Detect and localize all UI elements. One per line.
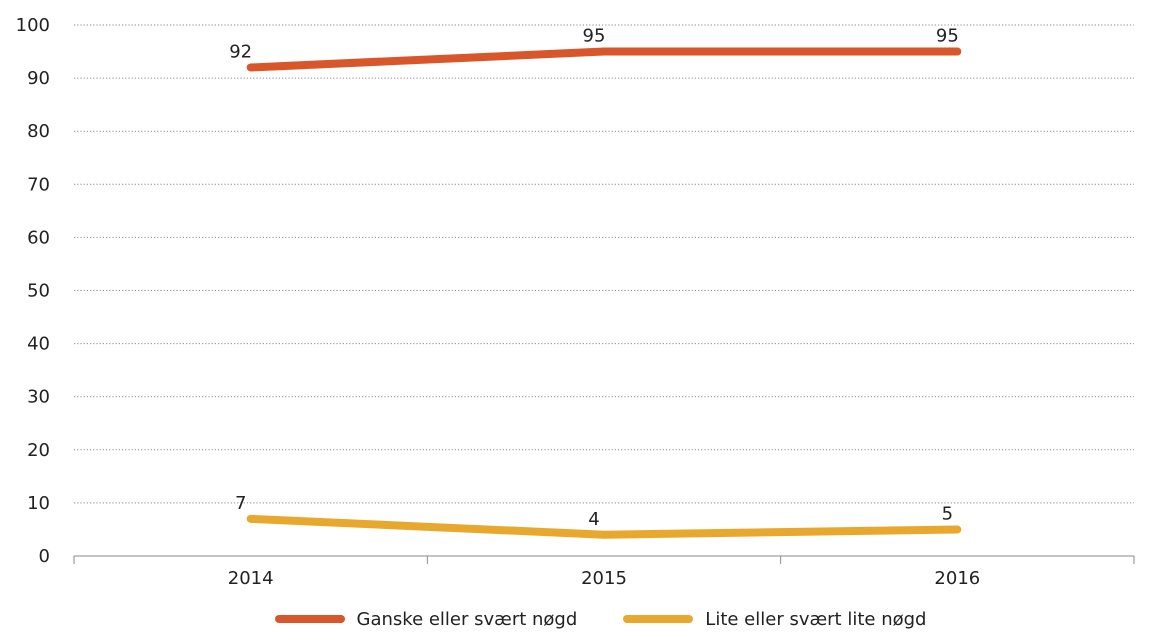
data-point-1-1: [603, 534, 605, 536]
data-point-0-2: [956, 51, 958, 53]
data-label-1-1: 4: [588, 509, 599, 530]
data-point-0-1: [603, 51, 605, 53]
y-tick-label-10: 100: [16, 15, 50, 36]
y-tick-label-0: 0: [39, 546, 50, 567]
legend-item-series-1: Lite eller svært lite nøgd: [623, 609, 926, 630]
y-tick-label-9: 90: [27, 68, 50, 89]
data-point-1-0: [250, 518, 252, 520]
x-tick-label-2: 2016: [934, 568, 980, 589]
legend-item-series-0: Ganske eller svært nøgd: [274, 608, 578, 630]
legend-swatch-series-0: [274, 615, 345, 623]
data-point-0-0: [250, 66, 252, 68]
legend-swatch-series-1: [623, 615, 694, 623]
y-tick-label-2: 20: [27, 440, 50, 461]
data-label-1-0: 7: [235, 493, 246, 514]
y-tick-label-7: 70: [27, 174, 50, 195]
data-label-0-1: 95: [583, 26, 606, 47]
y-tick-label-6: 60: [27, 227, 50, 248]
x-tick-label-0: 2014: [228, 568, 274, 589]
y-tick-label-8: 80: [27, 121, 50, 142]
data-label-0-2: 95: [936, 26, 959, 47]
data-label-1-2: 5: [942, 503, 953, 524]
y-tick-label-3: 30: [27, 387, 50, 408]
data-point-1-2: [956, 528, 958, 530]
legend-label-series-1: Lite eller svært lite nøgd: [705, 608, 927, 630]
x-tick-label-1: 2015: [581, 568, 627, 589]
legend: Ganske eller svært nøgd Lite eller svært…: [0, 608, 1151, 630]
legend-label-series-0: Ganske eller svært nøgd: [356, 608, 578, 630]
series-line-0: [246, 47, 962, 72]
y-tick-label-1: 10: [27, 493, 50, 514]
y-tick-label-4: 40: [27, 334, 50, 355]
y-tick-label-5: 50: [27, 281, 50, 302]
data-label-0-0: 92: [229, 41, 252, 62]
series-line-1: [246, 514, 962, 539]
